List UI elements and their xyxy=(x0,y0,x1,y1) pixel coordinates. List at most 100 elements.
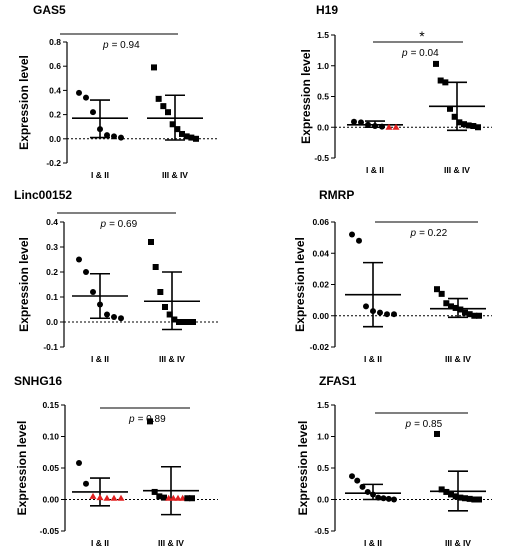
data-point xyxy=(452,304,459,311)
data-point xyxy=(104,311,110,318)
data-point xyxy=(466,311,473,318)
p-value: = 0.04 xyxy=(411,48,440,59)
data-point xyxy=(448,303,454,310)
data-point xyxy=(434,430,440,437)
data-point xyxy=(193,135,199,142)
x-tick-label-group1: I & II xyxy=(364,538,382,548)
p-symbol: p xyxy=(410,228,417,239)
y-tick-label: 0.4 xyxy=(46,217,58,227)
data-point xyxy=(476,312,482,319)
data-point xyxy=(443,300,450,307)
data-point xyxy=(442,79,449,86)
data-point xyxy=(174,126,181,133)
data-point-highlight xyxy=(89,492,97,499)
data-point-highlight xyxy=(392,123,400,130)
data-point xyxy=(443,488,450,495)
data-point xyxy=(111,314,117,320)
data-point xyxy=(351,118,357,125)
data-point xyxy=(190,319,196,325)
x-tick-label-group2: III & IV xyxy=(158,538,184,548)
y-tick-label: 0.02 xyxy=(312,280,329,290)
data-point xyxy=(476,496,482,503)
data-point xyxy=(470,123,477,130)
x-tick-label-group1: I & II xyxy=(91,170,109,180)
y-tick-label: 0.05 xyxy=(42,463,59,473)
data-point-highlight xyxy=(385,123,393,130)
data-point xyxy=(465,122,472,129)
y-tick-label: -0.02 xyxy=(310,342,330,352)
x-tick-label-group1: I & II xyxy=(91,538,109,548)
data-point xyxy=(391,496,397,503)
x-tick-label-group1: I & II xyxy=(364,354,382,364)
data-point xyxy=(466,495,473,502)
y-tick-label: 0.0 xyxy=(317,495,329,505)
y-tick-label: 1.5 xyxy=(317,30,329,40)
panel-title: GAS5 xyxy=(33,3,66,17)
data-point-highlight xyxy=(169,494,177,501)
data-point xyxy=(76,256,82,263)
data-point xyxy=(90,109,96,116)
significance-star: * xyxy=(419,28,425,44)
y-tick-label: 0.1 xyxy=(46,292,58,302)
panel-h19: H19 Expression level I & II III & IV p = … xyxy=(299,3,492,175)
y-tick-label: 0.06 xyxy=(312,217,329,227)
data-point-highlight xyxy=(110,494,118,501)
data-point xyxy=(475,124,481,131)
data-point xyxy=(438,290,445,297)
p-value-label: p = 0.22 xyxy=(410,228,448,239)
y-tick-label: 0.4 xyxy=(49,85,61,95)
data-point xyxy=(76,89,82,96)
data-point xyxy=(471,312,478,319)
p-symbol: p xyxy=(128,414,135,425)
data-point xyxy=(385,495,392,502)
data-point xyxy=(447,105,453,112)
data-point xyxy=(451,113,458,120)
data-point-highlight xyxy=(117,494,125,501)
data-point xyxy=(151,64,157,71)
data-point xyxy=(162,304,168,310)
data-point xyxy=(380,495,387,502)
data-point xyxy=(104,132,110,139)
data-point xyxy=(461,121,467,128)
y-tick-label: 1.0 xyxy=(317,61,329,71)
data-point-highlight xyxy=(103,494,111,501)
data-point xyxy=(147,418,153,425)
y-tick-label: 0.3 xyxy=(46,242,58,252)
data-point xyxy=(457,306,464,313)
p-value: = 0.22 xyxy=(419,228,448,239)
y-tick-label: 0.00 xyxy=(42,495,59,505)
panel-gas5: GAS5 Expression level I & II III & IV p =… xyxy=(17,3,218,180)
data-point xyxy=(457,494,464,501)
p-value-label: p = 0.69 xyxy=(100,219,138,230)
y-axis-label: Expression level xyxy=(293,237,307,332)
y-tick-label: 1.5 xyxy=(317,400,329,410)
data-point-highlight xyxy=(165,494,173,501)
y-tick-label: 0.00 xyxy=(312,311,329,321)
data-point xyxy=(157,289,164,295)
data-point xyxy=(83,269,89,275)
y-tick-label: -0.5 xyxy=(314,526,329,536)
panel-title: H19 xyxy=(316,3,338,17)
data-point xyxy=(437,77,444,84)
data-point xyxy=(471,496,478,503)
x-tick-label-group2: III & IV xyxy=(444,165,470,175)
data-point xyxy=(391,311,397,318)
y-tick-label: 0.0 xyxy=(49,134,61,144)
data-point xyxy=(166,311,173,318)
y-tick-label: -0.5 xyxy=(314,153,329,163)
y-axis-label: Expression level xyxy=(296,421,310,516)
y-tick-label: 0.04 xyxy=(312,248,329,258)
y-tick-label: 1.0 xyxy=(317,432,329,442)
data-point xyxy=(188,134,195,141)
y-tick-label: 0.8 xyxy=(49,37,61,47)
p-value-label: p = 0.04 xyxy=(401,48,439,59)
x-tick-label-group2: III & IV xyxy=(162,170,188,180)
data-point xyxy=(448,491,454,498)
data-point xyxy=(363,303,369,310)
panel-title: Linc00152 xyxy=(14,188,72,202)
x-tick-label-group2: III & IV xyxy=(445,538,471,548)
data-point xyxy=(76,459,82,466)
data-point xyxy=(452,493,459,500)
data-point xyxy=(152,264,159,270)
y-tick-label: 0.10 xyxy=(42,432,59,442)
